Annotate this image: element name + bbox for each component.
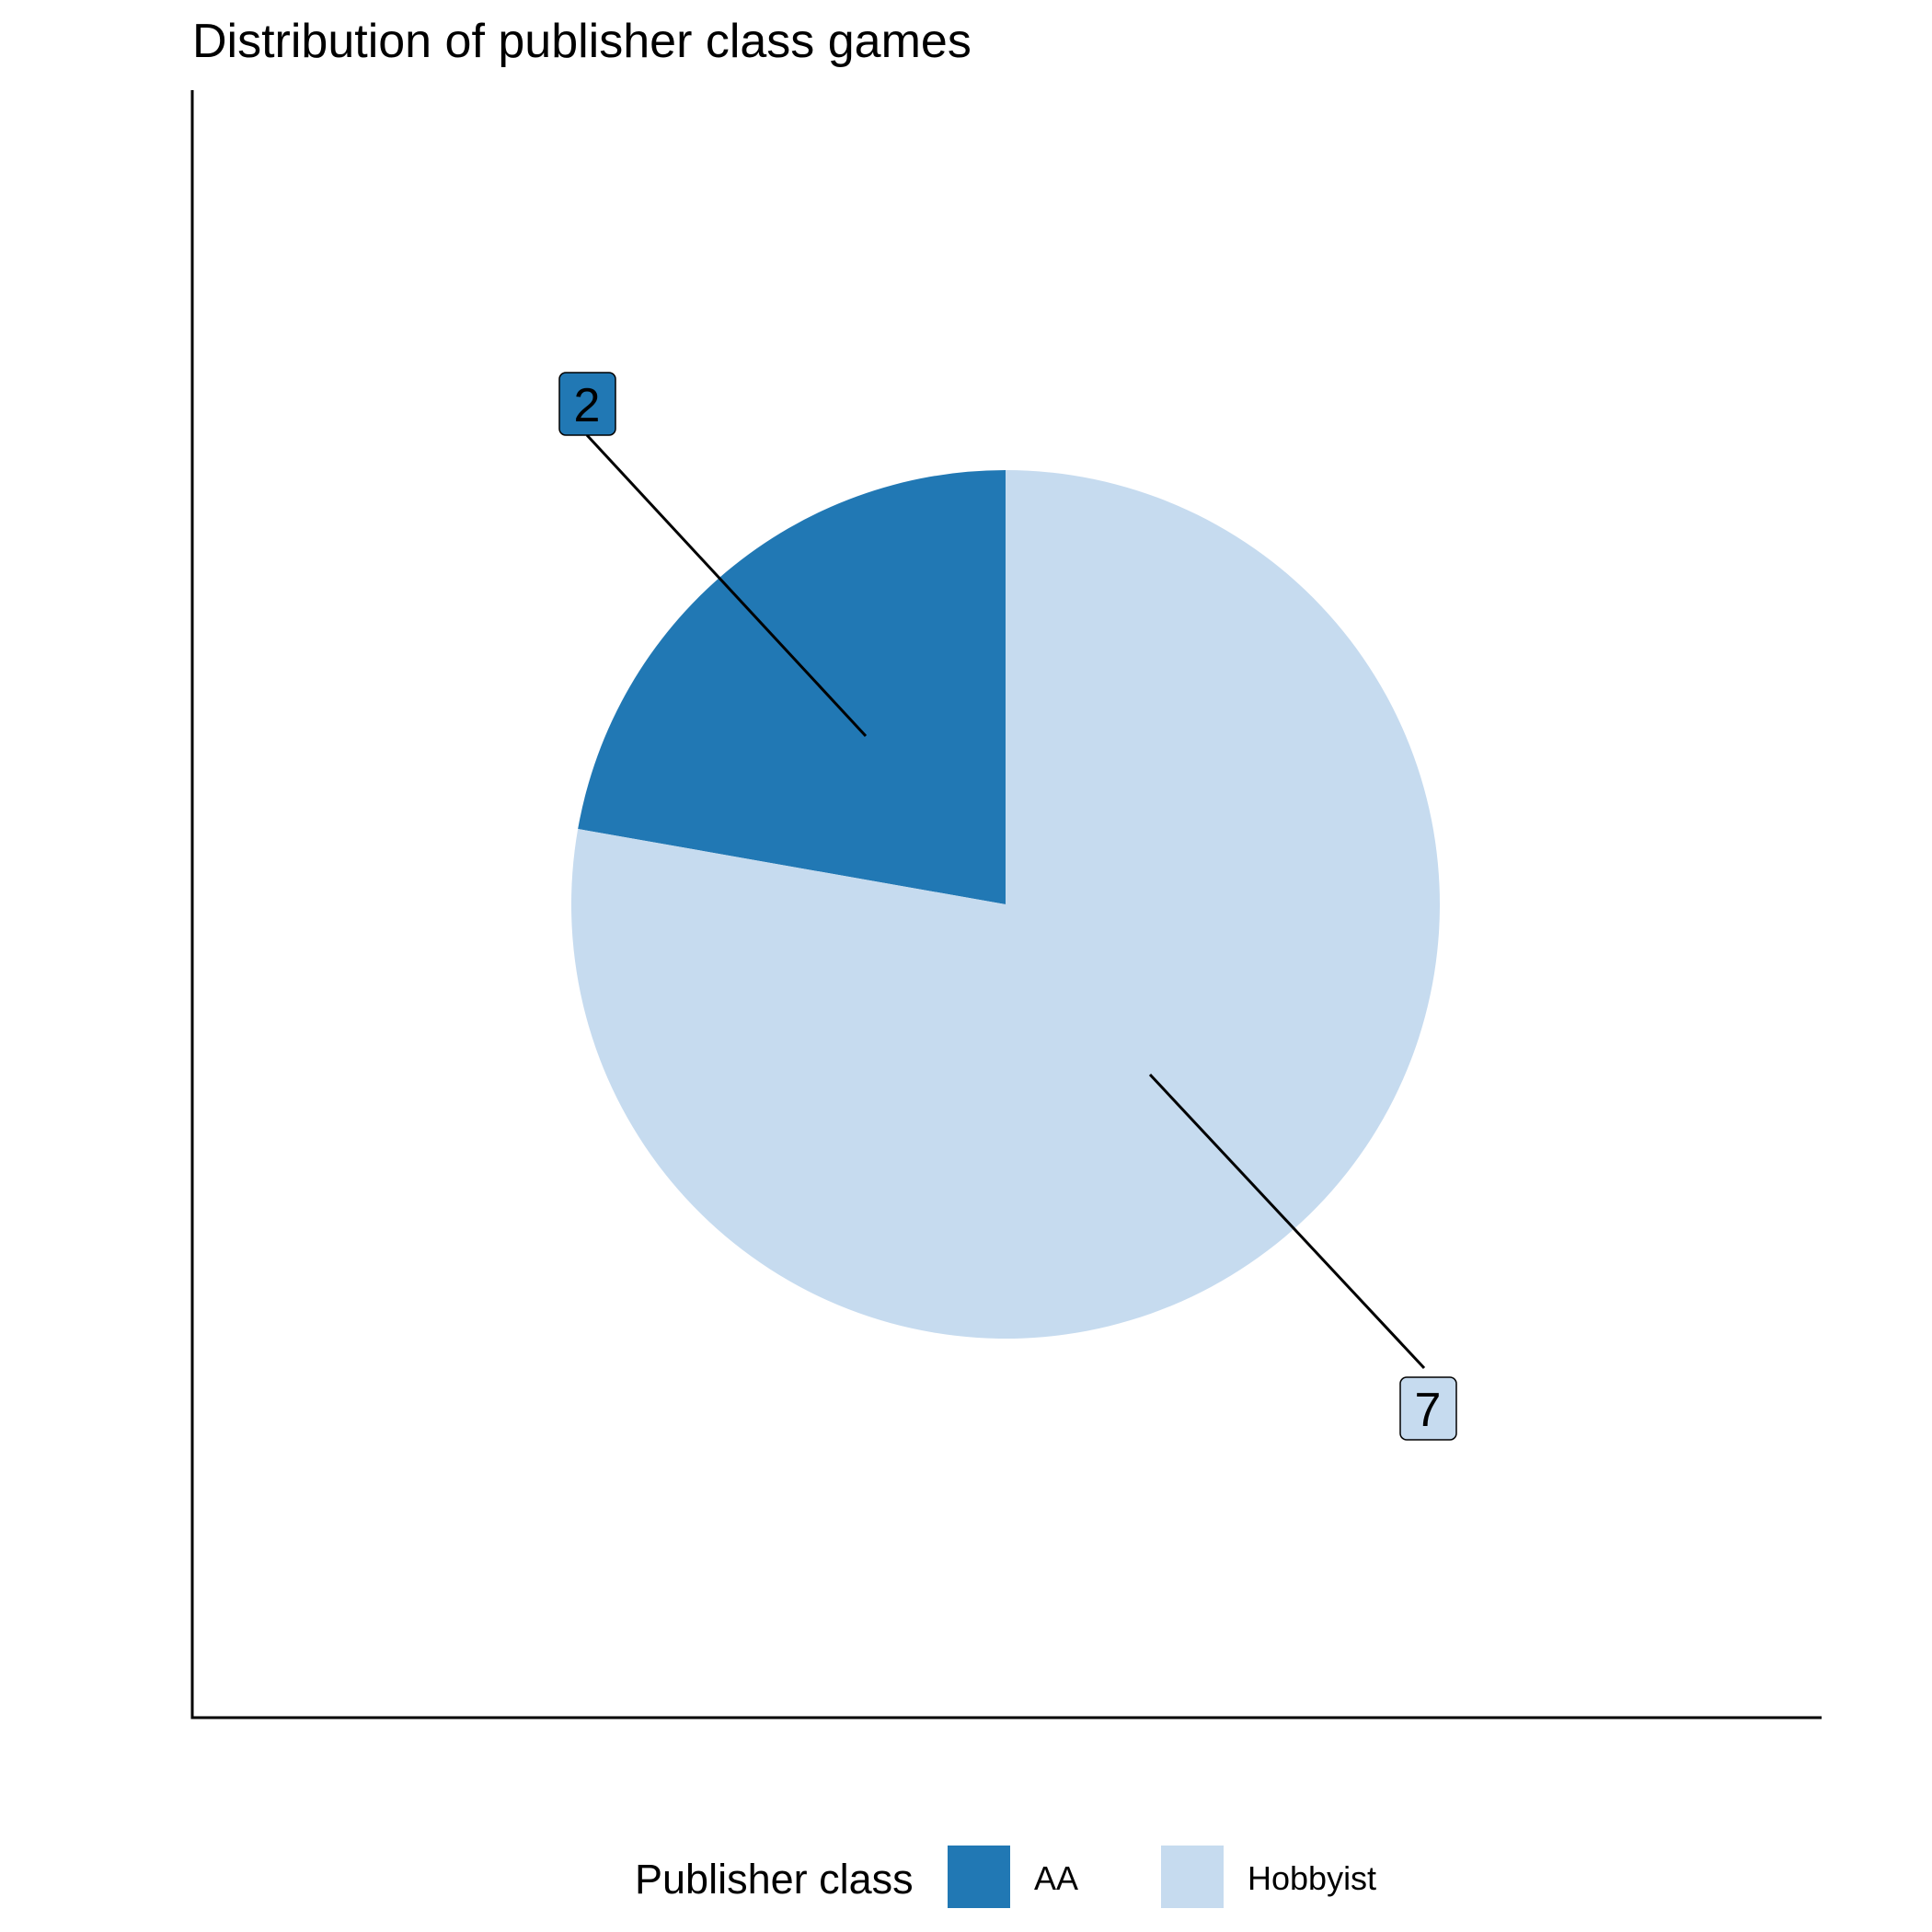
legend-swatch-hobbyist <box>1161 1846 1224 1908</box>
leader-line-hobbyist <box>1148 1073 1426 1370</box>
label-leader-lines <box>585 433 1426 1370</box>
data-label-box-hobbyist <box>1399 1376 1457 1441</box>
data-labels: 27 <box>558 372 1457 1441</box>
legend: Publisher class AA Hobbyist <box>635 1846 1376 1908</box>
chart-title: Distribution of publisher class games <box>192 15 972 68</box>
legend-title: Publisher class <box>635 1856 914 1903</box>
data-label-hobbyist: 7 <box>1415 1384 1442 1437</box>
legend-label-hobbyist: Hobbyist <box>1248 1859 1376 1897</box>
legend-label-aa: AA <box>1034 1859 1078 1897</box>
pie-slice-hobbyist <box>571 470 1440 1340</box>
pie-slices <box>571 470 1440 1340</box>
leader-line-aa <box>585 433 868 738</box>
legend-swatch-aa <box>948 1846 1010 1908</box>
data-label-aa: 2 <box>574 379 601 432</box>
data-label-box-aa <box>558 372 616 436</box>
pie-slice-aa <box>578 470 1006 904</box>
